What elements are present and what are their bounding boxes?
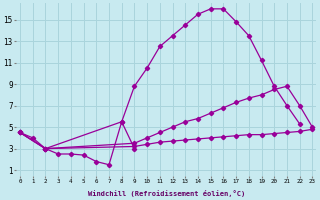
X-axis label: Windchill (Refroidissement éolien,°C): Windchill (Refroidissement éolien,°C) bbox=[88, 190, 245, 197]
